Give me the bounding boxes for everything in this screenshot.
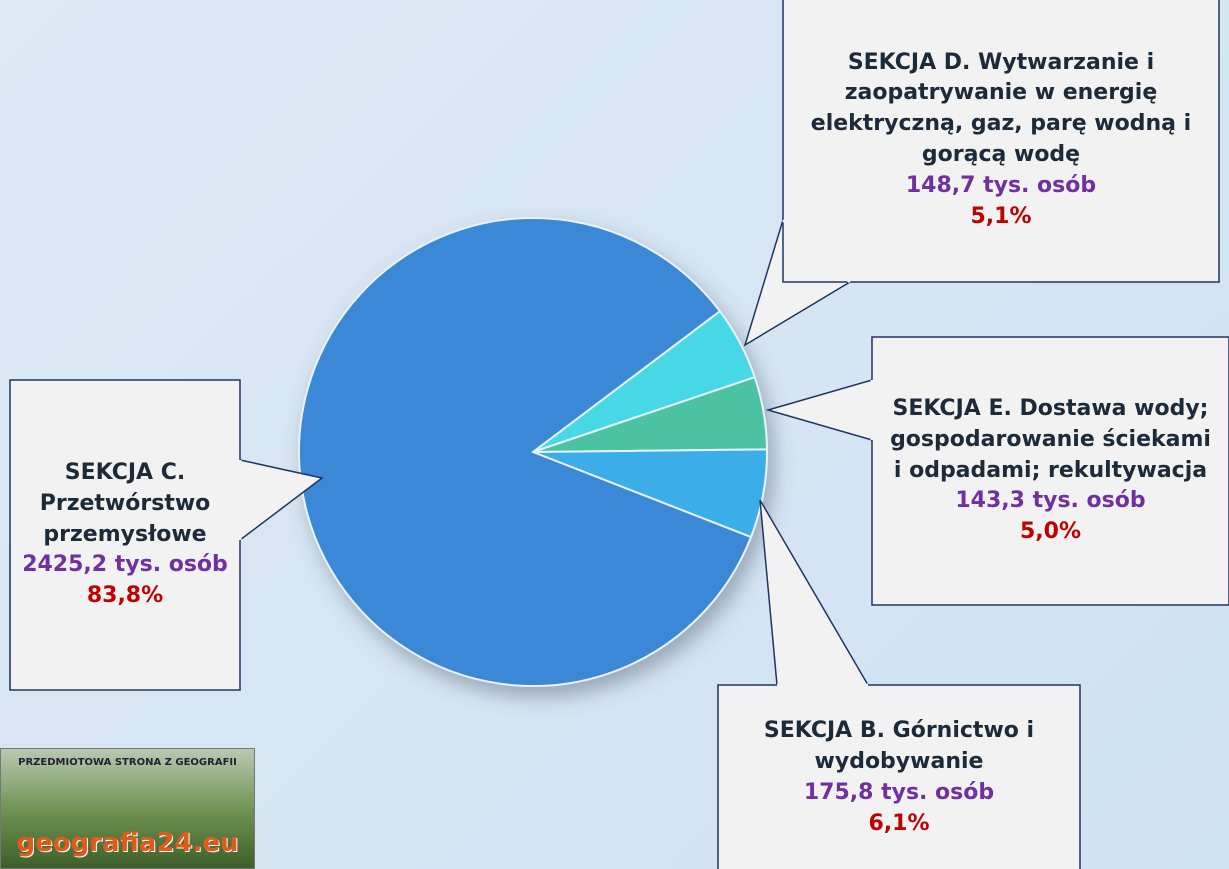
value-label: 6,1%	[868, 809, 929, 840]
count-label: 2425,2 tys. osób	[22, 550, 228, 581]
callout-pointer	[760, 500, 868, 685]
callout-text: SEKCJA D. Wytwarzanie i zaopatrywanie w …	[795, 4, 1207, 276]
logo-top: PRZEDMIOTOWA STRONA Z GEOGRAFII	[1, 757, 254, 768]
count-label: 175,8 tys. osób	[804, 778, 994, 809]
category: SEKCJA D. Wytwarzanie i zaopatrywanie w …	[795, 48, 1207, 171]
logo: PRZEDMIOTOWA STRONA Z GEOGRAFII geografi…	[0, 748, 255, 869]
value-label: 5,0%	[1020, 517, 1081, 548]
category: SEKCJA E. Dostawa wody; gospodarowanie ś…	[884, 394, 1217, 486]
category: SEKCJA B. Górnictwo i wydobywanie	[730, 716, 1068, 778]
value-label: 5,1%	[970, 202, 1031, 233]
count-label: 148,7 tys. osób	[906, 171, 1096, 202]
logo-name: geografia24.eu	[1, 828, 254, 858]
category: SEKCJA C. Przetwórstwo przemysłowe	[22, 458, 228, 550]
value-label: 83,8%	[87, 581, 163, 612]
page: PRZEDMIOTOWA STRONA Z GEOGRAFII geografi…	[0, 0, 1229, 869]
callout-text: SEKCJA E. Dostawa wody; gospodarowanie ś…	[884, 343, 1217, 599]
count-label: 143,3 tys. osób	[955, 486, 1145, 517]
callout-pointer	[768, 380, 872, 440]
